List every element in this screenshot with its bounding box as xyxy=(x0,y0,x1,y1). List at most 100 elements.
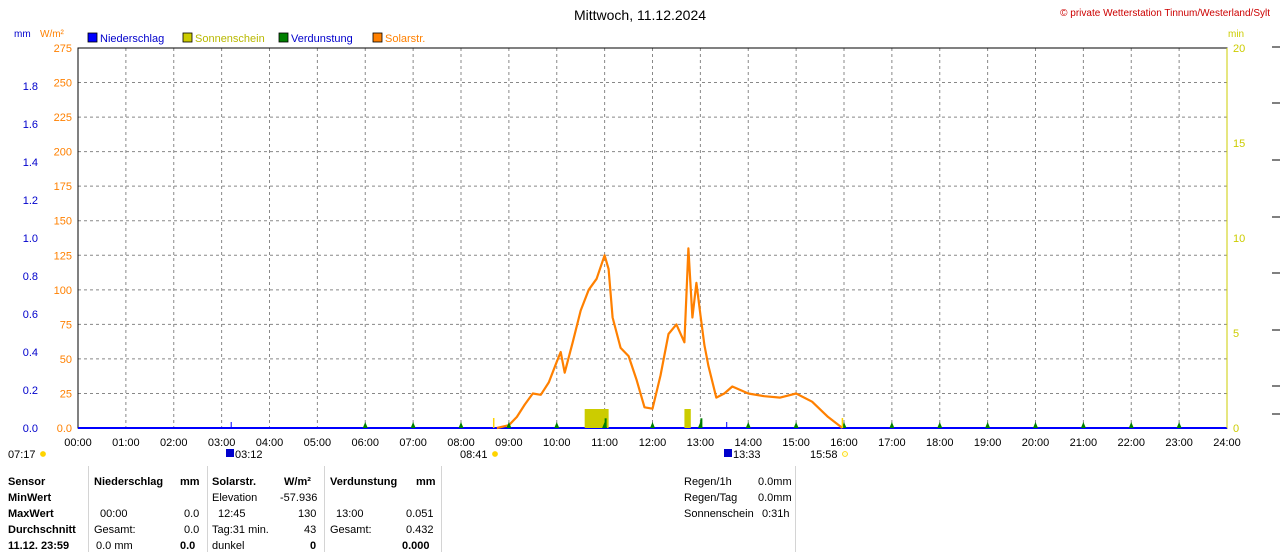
x-tick-label: 18:00 xyxy=(926,437,954,449)
niederschlag-header: Niederschlag xyxy=(94,476,164,488)
mm-tick-label: 0.6 xyxy=(23,309,38,321)
wm2-tick-label: 25 xyxy=(60,388,72,400)
evap-marker xyxy=(458,422,464,428)
mm-tick-label: 0.8 xyxy=(23,271,38,283)
event-label: 07:17 xyxy=(8,449,36,460)
chart-events: 07:17 03:12 08:41 13:33 15:58 xyxy=(8,418,1182,460)
legend-swatch xyxy=(87,32,98,43)
x-tick-label: 23:00 xyxy=(1165,437,1193,449)
evap-marker xyxy=(889,422,895,428)
mm-tick-label: 0.2 xyxy=(23,385,38,397)
evap-marker xyxy=(1080,422,1086,428)
sun-icon xyxy=(40,451,46,457)
x-tick-label: 04:00 xyxy=(256,437,284,449)
sonnenschein-label: Sonnenschein xyxy=(684,508,754,520)
wm2-tick-label: 100 xyxy=(54,285,72,297)
event-label: 03:12 xyxy=(235,449,263,460)
niederschlag-max-time: 00:00 xyxy=(100,508,128,520)
regen1h-label: Regen/1h xyxy=(684,476,732,488)
row-maxwert: MaxWert xyxy=(8,508,54,520)
verdunstung-max-val: 0.051 xyxy=(406,508,434,520)
evap-marker xyxy=(554,422,560,428)
unit-wm2-label: W/m² xyxy=(40,29,65,40)
evap-marker xyxy=(793,422,799,428)
x-tick-label: 01:00 xyxy=(112,437,140,449)
row-durchschnitt: Durchschnitt xyxy=(8,524,76,536)
mm-tick-label: 1.0 xyxy=(23,233,38,245)
x-tick-label: 14:00 xyxy=(734,437,762,449)
legend-swatch xyxy=(372,32,383,43)
wm2-tick-label: 0.0 xyxy=(57,423,72,435)
wm2-tick-label: 275 xyxy=(54,43,72,55)
x-tick-label: 24:00 xyxy=(1213,437,1241,449)
mm-tick-label: 1.4 xyxy=(23,157,38,169)
evap-marker xyxy=(937,422,943,428)
evap-marker xyxy=(602,422,608,428)
evap-marker xyxy=(1128,422,1134,428)
weather-chart: Mittwoch, 11.12.2024 © private Wettersta… xyxy=(8,7,1280,460)
legend-label: Solarstr. xyxy=(385,33,425,45)
wm2-tick-label: 225 xyxy=(54,112,72,124)
row-date: 11.12. 23:59 xyxy=(8,540,70,552)
x-tick-label: 16:00 xyxy=(830,437,858,449)
solar-tag-val: 43 xyxy=(304,524,317,536)
evap-marker xyxy=(410,422,416,428)
mm-tick-label: 0.4 xyxy=(23,347,38,359)
x-tick-label: 17:00 xyxy=(878,437,906,449)
event-label: 15:58 xyxy=(810,449,838,460)
regentag-val: 0.0mm xyxy=(758,492,792,504)
niederschlag-sum-val: 0.0 mm xyxy=(96,540,133,552)
series-line-solar xyxy=(496,247,844,430)
regen1h-val: 0.0mm xyxy=(758,476,792,488)
evap-marker xyxy=(1176,422,1182,428)
legend-swatch xyxy=(182,32,193,43)
row-minwert: MinWert xyxy=(8,492,52,504)
sun-icon xyxy=(492,451,498,457)
solar-tag-label: Tag:31 min. xyxy=(212,524,269,536)
evap-marker xyxy=(362,422,368,428)
legend-swatch xyxy=(278,32,289,43)
min-tick-label: 10 xyxy=(1233,233,1245,245)
x-tick-label: 21:00 xyxy=(1070,437,1098,449)
evap-marker xyxy=(697,422,703,428)
right-side-ticks xyxy=(1272,46,1280,415)
bar-verdunstung xyxy=(700,418,703,428)
chart-axes: 00:00 01:00 02:00 03:00 04:00 05:00 06:00 07:00… xyxy=(23,43,1246,449)
x-tick-label: 12:00 xyxy=(639,437,667,449)
x-tick-label: 06:00 xyxy=(351,437,379,449)
min-tick-label: 15 xyxy=(1233,138,1245,150)
chart-grid xyxy=(78,48,1227,428)
niederschlag-gesamt-val: 0.0 xyxy=(184,524,200,536)
verdunstung-gesamt-val: 0.432 xyxy=(406,524,434,536)
min-tick-label: 0 xyxy=(1233,423,1239,435)
solar-elev-label: Elevation xyxy=(212,492,258,504)
mm-tick-label: 1.6 xyxy=(23,119,38,131)
chart-title: Mittwoch, 11.12.2024 xyxy=(574,7,706,23)
verdunstung-max-time: 13:00 xyxy=(336,508,364,520)
x-tick-label: 05:00 xyxy=(304,437,332,449)
min-tick-label: 5 xyxy=(1233,328,1239,340)
chart-bars xyxy=(584,409,703,428)
solar-dark-val: 0 xyxy=(310,540,317,552)
wm2-tick-label: 75 xyxy=(60,319,72,331)
mm-tick-label: 0.0 xyxy=(23,423,38,435)
event-label: 13:33 xyxy=(733,449,761,460)
evap-marker xyxy=(1033,422,1038,428)
wm2-tick-label: 150 xyxy=(54,216,72,228)
wm2-tick-label: 125 xyxy=(54,250,72,262)
wm2-tick-label: 175 xyxy=(54,181,72,193)
sonnenschein-val: 0:31h xyxy=(762,508,790,520)
evap-marker xyxy=(745,422,751,428)
min-tick-label: 20 xyxy=(1233,43,1245,55)
solar-max-time: 12:45 xyxy=(218,508,246,520)
x-tick-label: 15:00 xyxy=(782,437,810,449)
evap-marker xyxy=(650,422,655,428)
x-tick-label: 08:00 xyxy=(447,437,475,449)
chart-lines xyxy=(496,247,844,430)
bar-sonnenschein xyxy=(584,409,609,428)
x-tick-label: 00:00 xyxy=(64,437,92,449)
legend-label: Verdunstung xyxy=(291,33,353,45)
x-tick-label: 22:00 xyxy=(1117,437,1145,449)
x-tick-label: 10:00 xyxy=(543,437,571,449)
niederschlag-gesamt-label: Gesamt: xyxy=(94,524,136,536)
